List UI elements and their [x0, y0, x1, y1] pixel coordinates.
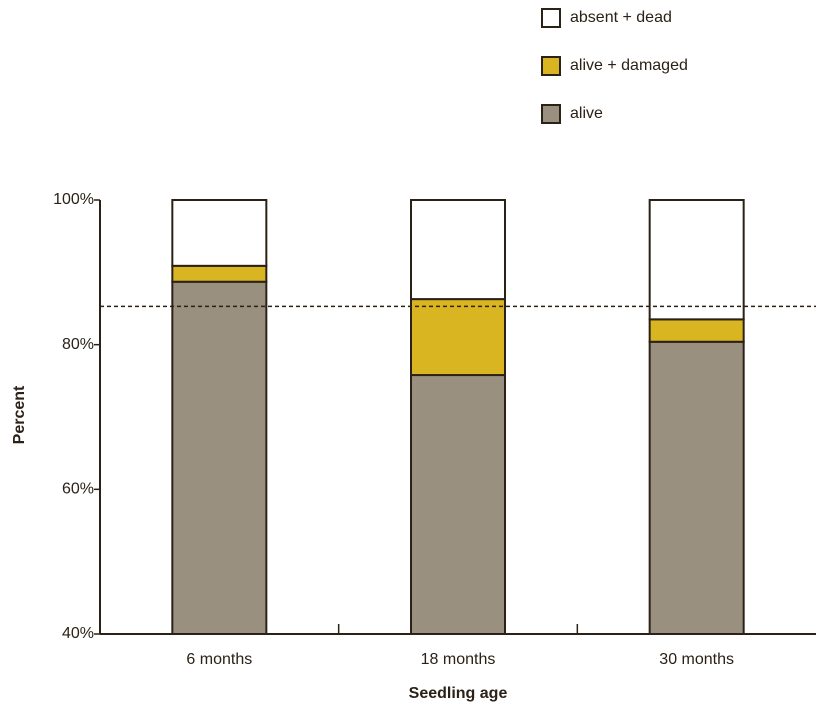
bar-segment: [648, 340, 745, 635]
y-axis-label: Percent: [11, 385, 28, 444]
legend-swatch: [541, 56, 561, 76]
legend-swatch: [541, 8, 561, 28]
bar-segment: [410, 374, 506, 635]
x-axis-label: Seedling age: [409, 685, 508, 702]
x-tick-label: 18 months: [421, 651, 496, 668]
y-tick-label: 80%: [62, 336, 94, 353]
y-tick-label: 100%: [53, 191, 94, 208]
bar-segment: [171, 199, 268, 267]
bar-segment: [171, 264, 268, 283]
bar-segment: [410, 199, 506, 301]
y-tick-label: 40%: [62, 625, 94, 642]
legend-swatch: [541, 104, 561, 124]
legend-label: alive + damaged: [570, 57, 688, 74]
bar-segment: [171, 280, 268, 635]
bar-segment: [410, 298, 506, 377]
bar-segment: [648, 318, 745, 343]
legend-label: alive: [570, 105, 603, 122]
bar-segment: [648, 199, 745, 321]
x-tick-label: 30 months: [659, 651, 734, 668]
y-tick-label: 60%: [62, 481, 94, 498]
legend-label: absent + dead: [570, 9, 672, 26]
x-tick-label: 6 months: [186, 651, 252, 668]
